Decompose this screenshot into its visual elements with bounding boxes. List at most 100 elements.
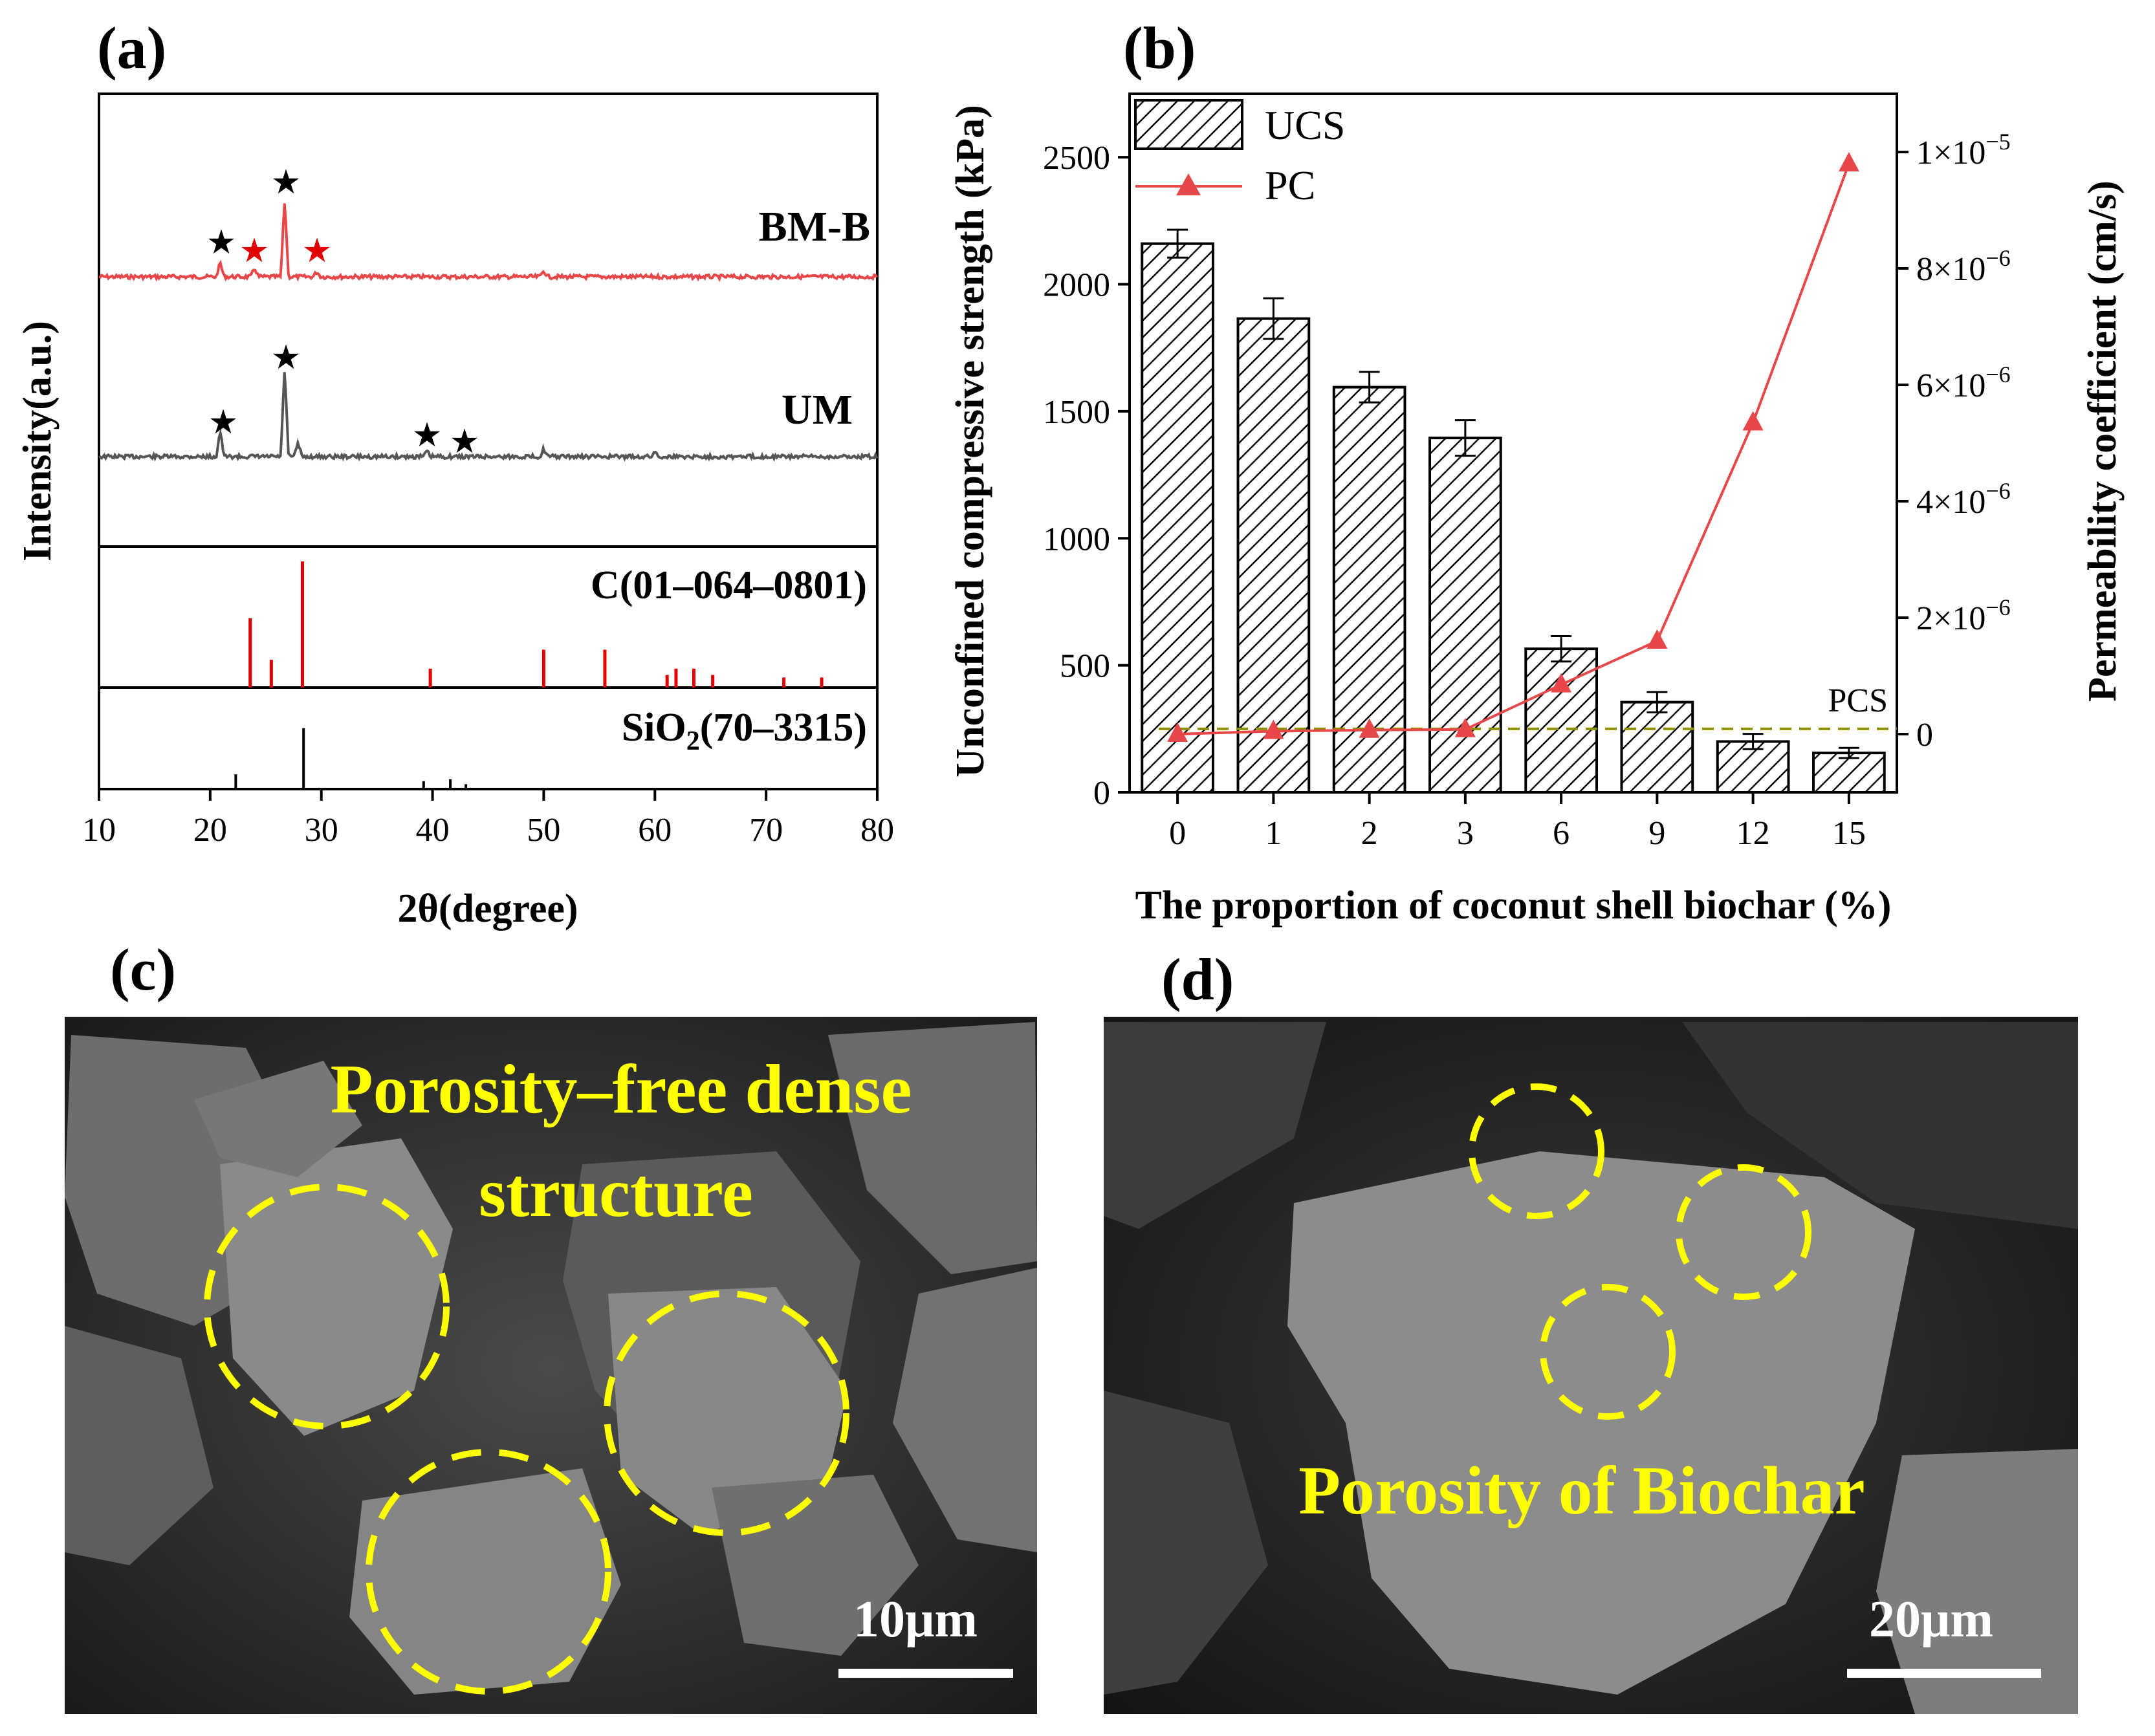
panel-b-right-y-tick-label: 8×10−6 — [1916, 245, 2011, 288]
panel-b: (b) 0 500 1000 1500 2000 2500 0 2×10−6 4×10−6 6×… — [948, 15, 2125, 928]
sem-c-caption-line-2: structure — [479, 1155, 753, 1231]
trace-um-label: UM — [782, 386, 853, 433]
panel-b-right-y-tick-label: 6×10−6 — [1916, 362, 2011, 404]
panel-b-x-ticks: 0 1 2 3 6 9 12 15 — [1169, 792, 1866, 852]
pc-marker — [1742, 411, 1764, 431]
pore-circle-3 — [1540, 1284, 1676, 1420]
panel-b-frame — [1128, 92, 1898, 794]
panel-d: (d) Porosity of Biochar 20μm — [1104, 946, 2078, 1714]
peak-star-bmb-2: ★ — [239, 233, 270, 270]
ucs-bar — [1812, 752, 1886, 794]
panel-b-right-y-ticks: 0 2×10−6 4×10−6 6×10−6 8×10−6 1×10−5 — [1897, 129, 2011, 754]
sem-c-scale-bar — [838, 1669, 1013, 1678]
peak-star-bmb-4: ★ — [302, 233, 333, 270]
reference-sio2-label: SiO2(70–3315) — [622, 706, 867, 756]
panel-a: (a) 10 20 30 40 50 60 70 80 Intensity(a.u.) 2θ(… — [16, 15, 894, 931]
panel-b-right-y-tick-label: 2×10−6 — [1916, 594, 2011, 637]
peak-star-bmb-3: ★ — [271, 164, 301, 201]
panel-b-right-y-tick-label: 0 — [1916, 717, 1933, 754]
pc-marker — [1454, 717, 1476, 737]
panel-b-left-y-tick-label: 2000 — [1043, 267, 1110, 304]
reference-sio2-lines — [234, 728, 468, 789]
panel-b-left-y-tick-label: 0 — [1093, 775, 1110, 812]
legend-pc-label: PC — [1265, 162, 1315, 208]
panel-b-x-tick-label: 6 — [1553, 815, 1570, 852]
sem-c-scale-label: 10μm — [853, 1591, 978, 1648]
ucs-bar — [1428, 437, 1502, 794]
pc-marker — [1551, 673, 1572, 693]
sem-d-highlight-circles — [1469, 1083, 1811, 1420]
panel-b-x-tick-label: 9 — [1648, 815, 1665, 852]
panel-b-left-y-tick-label: 1500 — [1043, 394, 1110, 431]
sem-c-highlight-circles — [204, 1184, 849, 1695]
panel-a-frame — [98, 92, 879, 790]
panel-b-x-tick-label: 0 — [1169, 815, 1186, 852]
panel-a-x-label: 2θ(degree) — [397, 887, 578, 931]
panel-c-label: (c) — [110, 937, 176, 1003]
peak-star-um-1: ★ — [208, 404, 239, 441]
panel-a-label: (a) — [97, 15, 166, 81]
peak-star-um-4: ★ — [450, 424, 480, 461]
panel-a-x-tick-label: 30 — [305, 812, 338, 849]
ucs-bar — [1141, 242, 1214, 794]
panel-b-left-y-tick-label: 2500 — [1043, 140, 1110, 177]
highlight-circle-2 — [604, 1290, 849, 1536]
panel-b-left-y-label: Unconfined compressive strength (kPa) — [948, 105, 992, 777]
panel-a-x-tick-label: 10 — [82, 812, 116, 849]
panel-b-label: (b) — [1123, 15, 1196, 81]
panel-b-right-y-tick-label: 4×10−6 — [1916, 478, 2011, 521]
pc-marker — [1359, 718, 1380, 738]
panel-d-label: (d) — [1161, 946, 1234, 1012]
panel-b-x-label: The proportion of coconut shell biochar … — [1135, 884, 1892, 928]
sem-d-scale-bar — [1847, 1669, 2041, 1678]
sem-d-caption: Porosity of Biochar — [1298, 1453, 1865, 1528]
panel-a-x-ticks: 10 20 30 40 50 60 70 80 — [82, 789, 894, 849]
panel-b-x-tick-label: 12 — [1736, 815, 1770, 852]
ucs-bar — [1236, 317, 1311, 794]
panel-b-right-y-tick-label: 1×10−5 — [1916, 129, 2011, 171]
highlight-circle-1 — [204, 1184, 450, 1429]
legend-ucs-swatch — [1134, 99, 1243, 150]
trace-bm-b-label: BM-B — [759, 203, 870, 250]
panel-b-x-tick-label: 1 — [1265, 815, 1282, 852]
trace-um — [98, 372, 879, 462]
peak-star-um-2: ★ — [271, 340, 301, 376]
panel-b-left-y-tick-label: 1000 — [1043, 521, 1110, 558]
trace-bm-b — [98, 203, 878, 283]
peak-star-bmb-1: ★ — [206, 224, 237, 261]
sem-d-scale-label: 20μm — [1869, 1591, 1993, 1648]
panel-b-x-tick-label: 3 — [1457, 815, 1474, 852]
reference-c-lines — [248, 561, 824, 688]
sem-image-d-particles — [1104, 1022, 2078, 1714]
panel-b-legend: UCS PC — [1134, 99, 1346, 208]
pc-marker — [1263, 719, 1284, 739]
highlight-circle-3 — [366, 1449, 611, 1695]
legend-ucs-label: UCS — [1265, 102, 1346, 148]
panel-a-x-tick-label: 60 — [638, 812, 672, 849]
peak-star-um-3: ★ — [412, 417, 443, 454]
panel-a-x-tick-label: 40 — [416, 812, 450, 849]
panel-a-x-tick-label: 70 — [749, 812, 783, 849]
panel-b-x-tick-label: 15 — [1832, 815, 1866, 852]
ucs-bar — [1620, 700, 1694, 794]
pc-series-markers — [1167, 152, 1859, 742]
pore-circle-2 — [1676, 1164, 1811, 1300]
ucs-bars — [1141, 228, 1886, 794]
panel-b-x-tick-label: 2 — [1361, 815, 1378, 852]
panel-a-y-label: Intensity(a.u.) — [16, 321, 60, 561]
pore-circle-1 — [1469, 1083, 1604, 1219]
sem-image-c-particles — [65, 1022, 1037, 1695]
panel-a-x-tick-label: 50 — [527, 812, 560, 849]
ucs-bar — [1524, 647, 1598, 794]
sem-c-caption-line-1: Porosity–free dense — [331, 1051, 912, 1128]
panel-a-x-tick-label: 80 — [860, 812, 894, 849]
panel-a-x-tick-label: 20 — [193, 812, 227, 849]
pc-series-line — [1177, 163, 1850, 735]
panel-c: (c) Porosity–free dense structure 10μm — [65, 937, 1037, 1714]
pc-marker — [1167, 722, 1188, 742]
reference-c-label: C(01–064–0801) — [591, 563, 867, 607]
pcs-label: PCS — [1828, 682, 1888, 719]
panel-b-left-y-ticks: 0 500 1000 1500 2000 2500 — [1043, 140, 1130, 812]
pc-marker — [1646, 629, 1668, 649]
